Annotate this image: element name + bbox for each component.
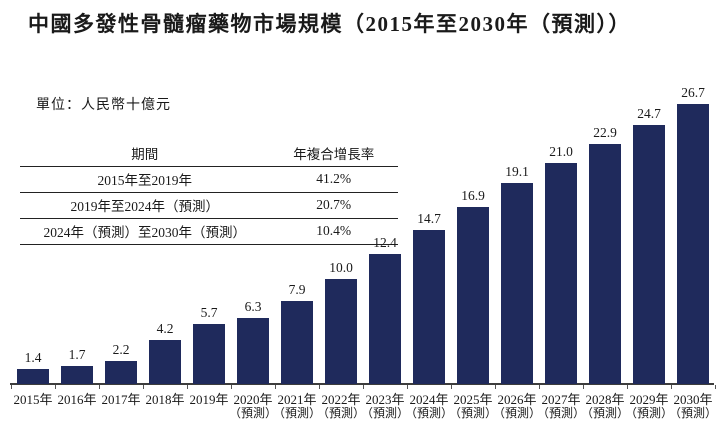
- x-axis-label: 2018年: [145, 392, 185, 407]
- cagr-table-header-row: 期間 年複合增長率: [20, 141, 398, 167]
- x-axis-label: 2030年: [673, 392, 713, 407]
- axis-tick: [143, 385, 144, 389]
- x-axis-forecast-note: （預測）: [272, 406, 321, 420]
- x-axis-label: 2029年: [629, 392, 669, 407]
- axis-tick: [99, 385, 100, 389]
- axis-tick: [671, 385, 672, 389]
- axis-tick: [275, 385, 276, 389]
- axis-tick: [539, 385, 540, 389]
- axis-tick: [363, 385, 364, 389]
- bar: [105, 361, 137, 384]
- bar-value-label: 26.7: [681, 85, 705, 100]
- bar-value-label: 22.9: [593, 125, 617, 140]
- bar-value-label: 24.7: [637, 106, 661, 121]
- x-axis-forecast-note: （預測）: [580, 406, 629, 420]
- bar-value-label: 21.0: [549, 144, 573, 159]
- x-axis-forecast-note: （預測）: [492, 406, 541, 420]
- cagr-rate-cell: 10.4%: [269, 218, 398, 245]
- x-axis-forecast-note: （預測）: [624, 406, 673, 420]
- bar: [633, 125, 665, 384]
- axis-tick: [495, 385, 496, 389]
- bar-value-label: 1.7: [68, 347, 86, 362]
- x-axis-forecast-note: （預測）: [404, 406, 453, 420]
- x-axis-forecast-note: （預測）: [360, 406, 409, 420]
- bar: [281, 301, 313, 384]
- axis-tick: [55, 385, 56, 389]
- bar: [677, 104, 709, 384]
- x-axis-label: 2028年: [585, 392, 625, 407]
- bar: [149, 340, 181, 384]
- bar: [501, 183, 533, 384]
- bar-value-label: 4.2: [156, 321, 174, 336]
- table-row: 2024年（預測）至2030年（預測） 10.4%: [20, 218, 398, 245]
- cagr-header-period: 期間: [20, 141, 270, 167]
- x-axis-forecast-note: （預測）: [536, 406, 585, 420]
- x-axis-label: 2020年: [233, 392, 273, 407]
- axis-tick: [319, 385, 320, 389]
- bar-value-label: 2.2: [112, 342, 130, 357]
- axis-tick: [231, 385, 232, 389]
- cagr-header-rate: 年複合增長率: [269, 141, 398, 167]
- x-axis-forecast-note: （預測）: [316, 406, 365, 420]
- axis-tick: [627, 385, 628, 389]
- x-axis-label: 2015年: [13, 392, 53, 407]
- table-row: 2019年至2024年（預測） 20.7%: [20, 192, 398, 219]
- bar-value-label: 12.4: [373, 235, 397, 250]
- bar: [545, 163, 577, 384]
- unit-label: 單位：人民幣十億元: [36, 98, 171, 113]
- bar: [589, 144, 621, 384]
- bar: [193, 324, 225, 384]
- axis-tick: [715, 385, 716, 389]
- bar-value-label: 19.1: [505, 164, 529, 179]
- cagr-period-cell: 2019年至2024年（預測）: [20, 192, 270, 219]
- axis-tick: [583, 385, 584, 389]
- table-row: 2015年至2019年 41.2%: [20, 166, 398, 193]
- x-axis-label: 2026年: [497, 392, 537, 407]
- cagr-rate-cell: 41.2%: [269, 166, 398, 193]
- x-axis-forecast-note: （預測）: [228, 406, 277, 420]
- x-axis-label: 2023年: [365, 392, 405, 407]
- bar-value-label: 5.7: [200, 305, 218, 320]
- x-axis-label: 2019年: [189, 392, 229, 407]
- bar: [413, 230, 445, 384]
- bar-value-label: 10.0: [329, 260, 353, 275]
- x-axis-label: 2027年: [541, 392, 581, 407]
- x-axis-label: 2022年: [321, 392, 361, 407]
- bar-value-label: 1.4: [24, 350, 42, 365]
- bar-value-label: 14.7: [417, 211, 441, 226]
- bar: [369, 254, 401, 384]
- x-axis-forecast-note: （預測）: [448, 406, 497, 420]
- cagr-rate-cell: 20.7%: [269, 192, 398, 219]
- x-axis-label: 2021年: [277, 392, 317, 407]
- bar: [61, 366, 93, 384]
- cagr-period-cell: 2015年至2019年: [20, 166, 270, 193]
- axis-tick: [187, 385, 188, 389]
- cagr-table: 期間 年複合增長率 2015年至2019年 41.2% 2019年至2024年（…: [20, 141, 398, 245]
- x-axis-line: [10, 383, 714, 385]
- bar: [457, 207, 489, 384]
- x-axis-label: 2024年: [409, 392, 449, 407]
- axis-tick: [451, 385, 452, 389]
- x-axis-label: 2016年: [57, 392, 97, 407]
- bar-value-label: 6.3: [244, 299, 262, 314]
- x-axis-forecast-note: （預測）: [668, 406, 717, 420]
- axis-tick: [11, 385, 12, 389]
- bar: [237, 318, 269, 384]
- axis-tick: [407, 385, 408, 389]
- bar: [325, 279, 357, 384]
- cagr-period-cell: 2024年（預測）至2030年（預測）: [20, 218, 270, 245]
- chart-title: 中國多發性骨髓瘤藥物市場規模（2015年至2030年（預測））: [28, 12, 631, 36]
- bar: [17, 369, 49, 384]
- bar-value-label: 7.9: [288, 282, 306, 297]
- x-axis-label: 2017年: [101, 392, 141, 407]
- x-axis-label: 2025年: [453, 392, 493, 407]
- bar-value-label: 16.9: [461, 188, 485, 203]
